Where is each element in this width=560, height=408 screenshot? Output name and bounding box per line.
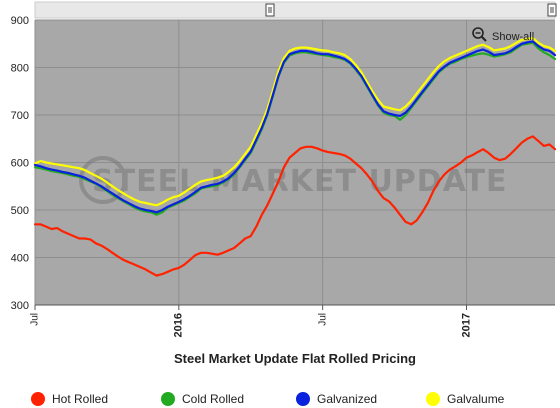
legend-label: Galvanized <box>317 392 377 406</box>
y-tick-label: 600 <box>11 158 29 170</box>
watermark-logo-ring <box>79 156 127 204</box>
legend-marker <box>426 392 440 406</box>
scrollbar-track[interactable] <box>34 1 556 19</box>
y-tick-label: 800 <box>11 63 29 75</box>
series-layer <box>33 37 557 277</box>
legend-item-galvalume[interactable]: Galvalume <box>426 392 505 406</box>
zoom-out-icon-handle <box>481 36 487 42</box>
x-tick-label: 2017 <box>460 313 472 337</box>
legend-item-cold-rolled[interactable]: Cold Rolled <box>161 392 244 406</box>
legend: Hot Rolled Cold Rolled Galvanized Galvalume <box>31 392 505 406</box>
legend-label: Cold Rolled <box>182 392 244 406</box>
scrollbar-handle-left[interactable] <box>265 3 275 17</box>
y-tick-label: 900 <box>11 15 29 27</box>
x-axis: Jul 2016 Jul 2017 <box>30 304 555 337</box>
watermark-text: STEEL MARKET UPDATE <box>92 164 508 199</box>
y-tick-label: 400 <box>11 253 29 265</box>
series-line-galvanized[interactable] <box>33 40 557 214</box>
y-tick-label: 700 <box>11 110 29 122</box>
scrollbar-handle-right[interactable] <box>547 3 557 17</box>
legend-item-galvanized[interactable]: Galvanized <box>296 392 377 406</box>
legend-marker <box>161 392 175 406</box>
legend-label: Hot Rolled <box>52 392 108 406</box>
chart-title: Steel Market Update Flat Rolled Pricing <box>174 351 416 366</box>
show-all-label[interactable]: Show-all <box>492 31 534 43</box>
show-all-button[interactable]: Show-all <box>472 27 534 43</box>
x-tick-label: 2016 <box>173 313 185 337</box>
y-axis: 300 400 500 600 700 800 900 <box>11 15 29 312</box>
legend-marker <box>296 392 310 406</box>
x-tick-label: Jul <box>30 313 41 326</box>
legend-marker <box>31 392 45 406</box>
y-tick-label: 500 <box>11 205 29 217</box>
x-tick-label: Jul <box>317 313 328 326</box>
zoom-out-icon[interactable] <box>472 27 484 39</box>
y-tick-label: 300 <box>11 300 29 312</box>
legend-label: Galvalume <box>447 392 505 406</box>
series-line-hot-rolled[interactable] <box>33 135 557 277</box>
legend-item-hot-rolled[interactable]: Hot Rolled <box>31 392 108 406</box>
watermark: STEEL MARKET UPDATE <box>79 156 508 204</box>
grid <box>34 19 555 306</box>
series-line-galvalume[interactable] <box>33 37 557 207</box>
